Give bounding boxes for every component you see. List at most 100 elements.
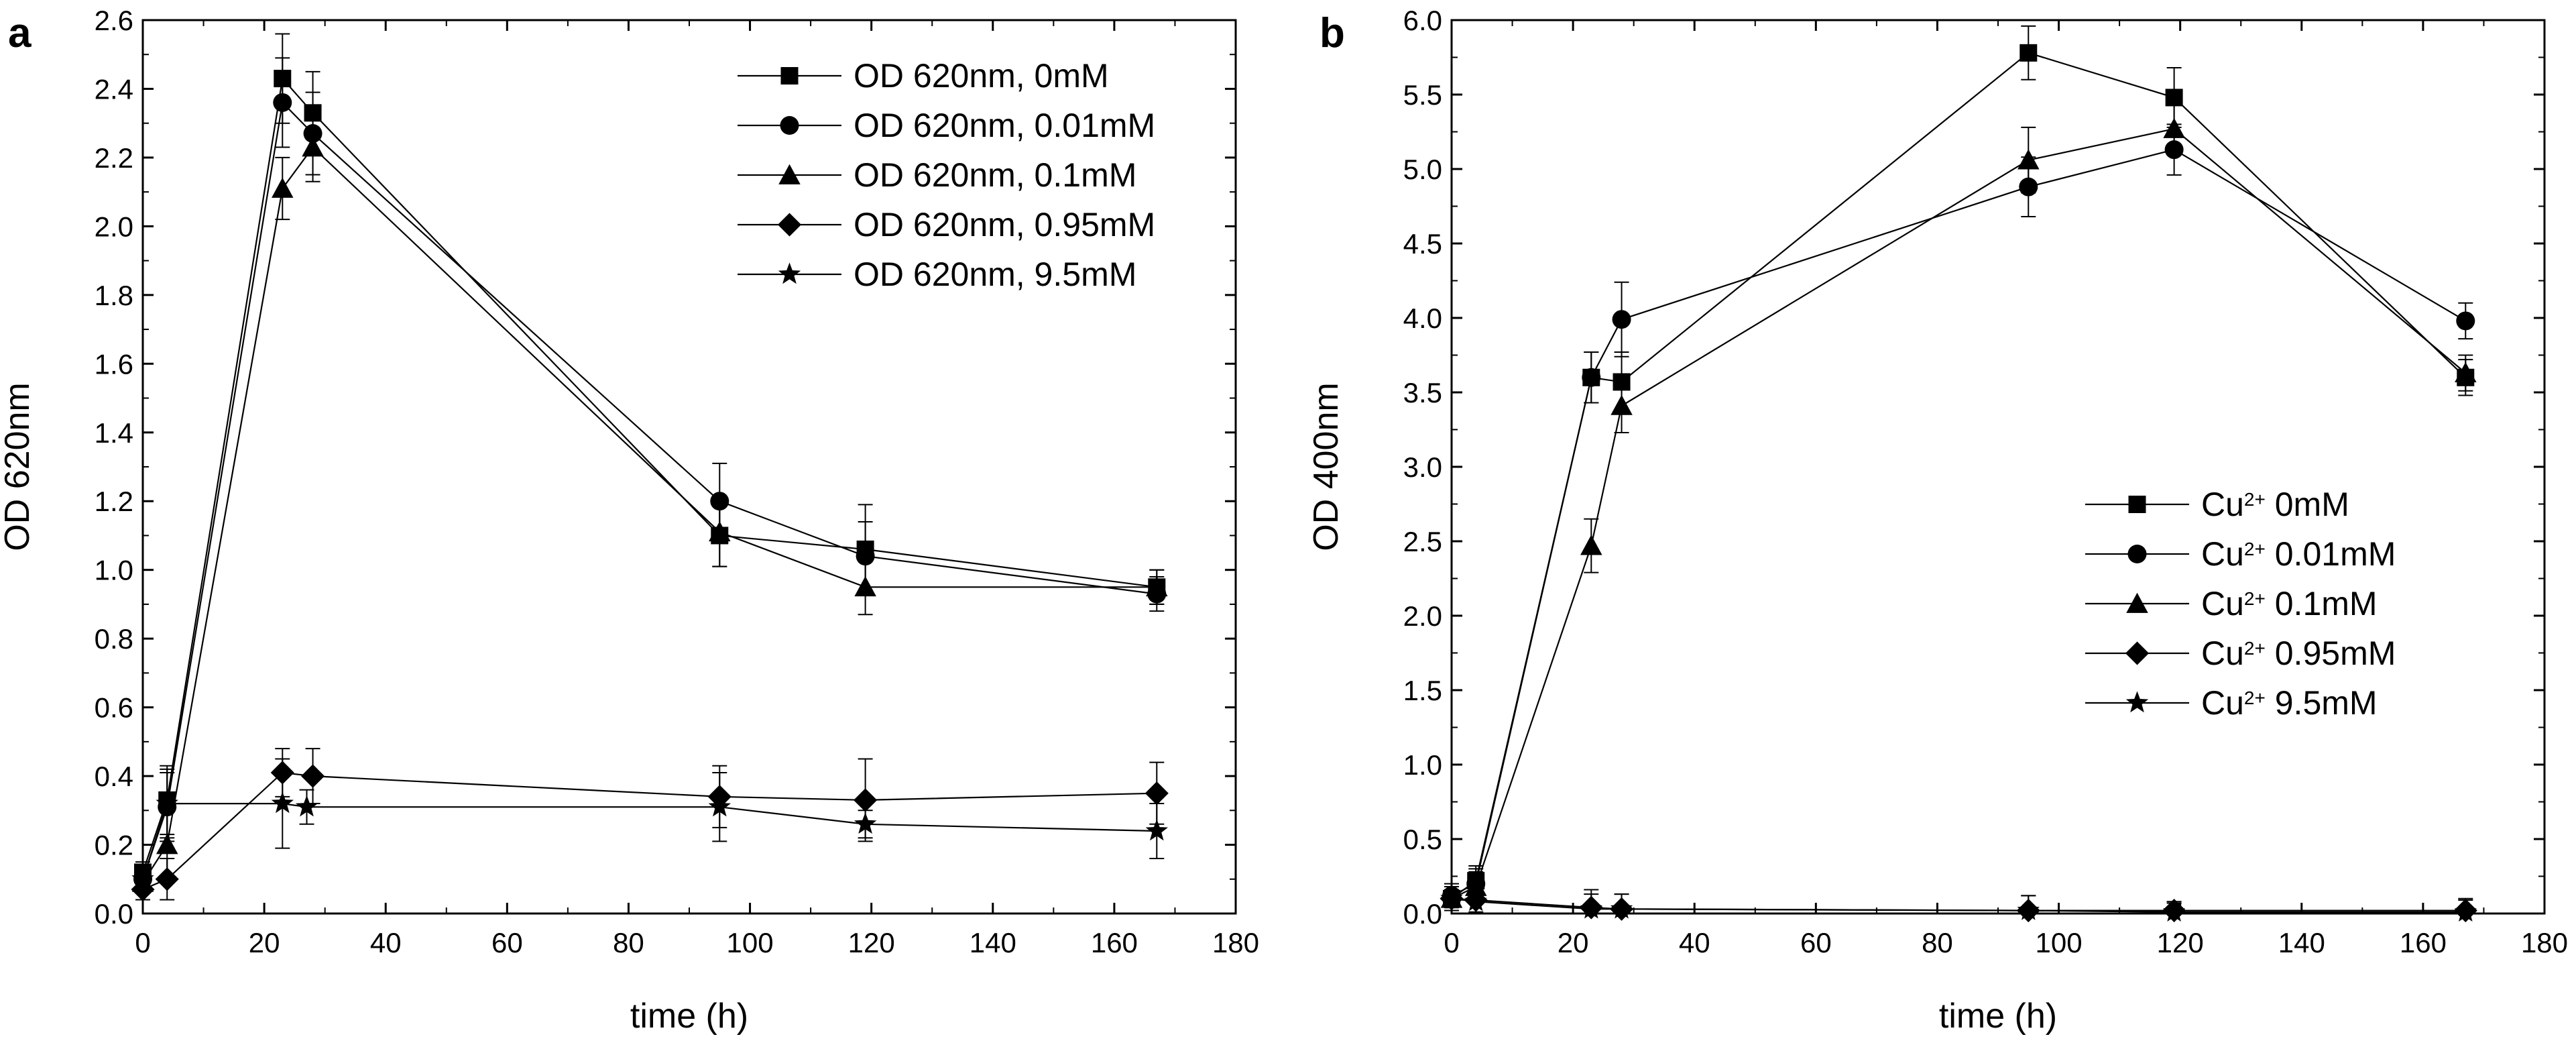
data-point bbox=[709, 521, 731, 542]
data-point bbox=[295, 795, 318, 817]
series-line bbox=[142, 771, 1157, 891]
x-tick-label: 0 bbox=[135, 927, 150, 958]
data-point bbox=[272, 177, 294, 198]
panel-label: b bbox=[1320, 10, 1345, 56]
legend-marker bbox=[2126, 592, 2148, 613]
legend-item: Cu2+ 0mM bbox=[2085, 486, 2349, 523]
y-tick-label: 6.0 bbox=[1403, 5, 1442, 36]
x-tick-label: 180 bbox=[2521, 927, 2568, 958]
data-point bbox=[155, 867, 179, 891]
x-axis-label: time (h) bbox=[1939, 997, 2057, 1036]
legend-label: Cu2+ 0mM bbox=[2201, 486, 2349, 523]
y-tick-label: 5.5 bbox=[1403, 79, 1442, 111]
data-point bbox=[1464, 875, 1487, 896]
y-tick-label: 1.5 bbox=[1403, 675, 1442, 706]
legend-label: OD 620nm, 0.95mM bbox=[854, 206, 1155, 243]
data-point bbox=[854, 788, 878, 812]
legend-label: Cu2+ 0.1mM bbox=[2201, 585, 2378, 622]
series-line bbox=[1451, 52, 2467, 899]
y-tick-label: 1.2 bbox=[95, 486, 133, 517]
y-tick-label: 0.8 bbox=[95, 623, 133, 655]
legend-item: OD 620nm, 0.1mM bbox=[738, 156, 1136, 194]
y-tick-label: 0.6 bbox=[95, 692, 133, 724]
data-point bbox=[271, 791, 294, 814]
data-point bbox=[1580, 897, 1602, 919]
x-tick-label: 20 bbox=[249, 927, 280, 958]
data-point bbox=[1611, 394, 1633, 415]
data-point bbox=[1146, 576, 1168, 597]
data-point bbox=[1464, 889, 1487, 911]
series-star bbox=[1440, 887, 2477, 922]
x-tick-label: 0 bbox=[1444, 927, 1459, 958]
y-tick-label: 5.0 bbox=[1403, 154, 1442, 185]
data-point bbox=[1440, 887, 1463, 908]
x-tick-label: 60 bbox=[1800, 927, 1832, 958]
legend-item: OD 620nm, 9.5mM bbox=[738, 256, 1136, 293]
series-diamond bbox=[1440, 887, 2477, 923]
x-tick-label: 40 bbox=[370, 927, 402, 958]
data-point bbox=[2456, 311, 2475, 331]
x-tick-label: 80 bbox=[1922, 927, 1953, 958]
data-point bbox=[2019, 44, 2038, 62]
data-point bbox=[301, 764, 325, 788]
legend-item: Cu2+ 0.1mM bbox=[2085, 585, 2378, 622]
data-point bbox=[1582, 368, 1601, 387]
y-tick-label: 1.6 bbox=[95, 348, 133, 380]
y-tick-label: 2.5 bbox=[1403, 526, 1442, 557]
x-tick-label: 120 bbox=[848, 927, 895, 958]
data-point bbox=[2454, 900, 2477, 922]
y-tick-label: 4.0 bbox=[1403, 302, 1442, 334]
series-diamond bbox=[131, 748, 1169, 901]
legend-label: Cu2+ 0.95mM bbox=[2201, 634, 2396, 672]
x-tick-label: 20 bbox=[1558, 927, 1589, 958]
legend-marker bbox=[778, 262, 801, 284]
legend-marker bbox=[777, 213, 802, 237]
y-tick-label: 2.0 bbox=[95, 211, 133, 242]
data-point bbox=[2163, 117, 2185, 138]
x-tick-label: 180 bbox=[1212, 927, 1259, 958]
y-tick-label: 1.0 bbox=[1403, 749, 1442, 781]
data-point bbox=[156, 791, 178, 814]
legend-marker bbox=[2125, 641, 2150, 665]
legend-item: Cu2+ 9.5mM bbox=[2085, 684, 2378, 722]
y-tick-label: 3.5 bbox=[1403, 377, 1442, 408]
y-tick-label: 0.2 bbox=[95, 830, 133, 861]
y-tick-label: 2.0 bbox=[1403, 600, 1442, 632]
series-line bbox=[141, 802, 1157, 880]
y-tick-label: 4.5 bbox=[1403, 228, 1442, 260]
legend-label: OD 620nm, 0.1mM bbox=[854, 156, 1136, 194]
legend-marker bbox=[778, 164, 801, 184]
legend-item: OD 620nm, 0mM bbox=[738, 57, 1109, 95]
panel-a: a 0 20 40 60 80 100 120 140 160 180 0.0 0.2 0.4 0.6 0.8… bbox=[0, 5, 1259, 1036]
y-tick-label: 0.0 bbox=[95, 898, 133, 930]
legend-item: OD 620nm, 0.95mM bbox=[738, 206, 1155, 243]
y-axis-label: OD 400nm bbox=[1307, 382, 1346, 551]
data-point bbox=[708, 795, 731, 817]
data-point bbox=[2017, 149, 2040, 170]
data-point bbox=[273, 93, 292, 112]
x-tick-label: 60 bbox=[491, 927, 523, 958]
x-tick-label: 160 bbox=[2400, 927, 2447, 958]
x-tick-label: 100 bbox=[2036, 927, 2083, 958]
data-point bbox=[856, 547, 875, 566]
legend-label: Cu2+ 9.5mM bbox=[2201, 684, 2378, 722]
data-point bbox=[1145, 781, 1169, 806]
data-point bbox=[2162, 900, 2186, 922]
legend-marker bbox=[2125, 691, 2149, 713]
series-line bbox=[141, 76, 1157, 873]
y-tick-label: 2.6 bbox=[95, 5, 133, 36]
x-tick-label: 140 bbox=[970, 927, 1016, 958]
data-point bbox=[2017, 899, 2040, 920]
legend-label: OD 620nm, 0mM bbox=[854, 57, 1109, 95]
x-tick-label: 160 bbox=[1091, 927, 1138, 958]
data-point bbox=[1612, 310, 1631, 329]
x-tick-label: 140 bbox=[2278, 927, 2325, 958]
y-tick-label: 3.0 bbox=[1403, 451, 1442, 483]
legend-label: Cu2+ 0.01mM bbox=[2201, 535, 2396, 573]
legend: OD 620nm, 0mM OD 620nm, 0.01mM OD 620nm, 0… bbox=[738, 57, 1155, 293]
legend-marker bbox=[780, 67, 799, 85]
legend-label: OD 620nm, 0.01mM bbox=[854, 107, 1155, 144]
data-point bbox=[156, 834, 178, 854]
data-point bbox=[1145, 819, 1168, 841]
